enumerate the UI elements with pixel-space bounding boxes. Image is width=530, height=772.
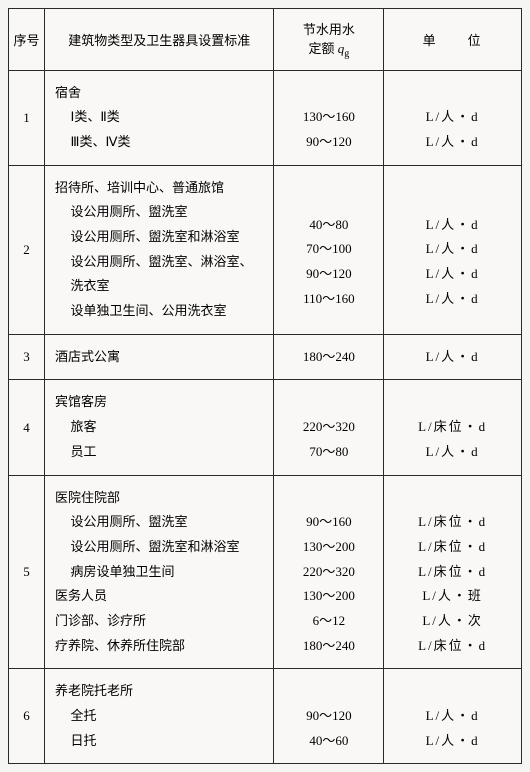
unit-line: L/人・d <box>388 345 517 370</box>
seq-cell: 3 <box>9 334 45 380</box>
val-line: 180～240 <box>278 634 379 659</box>
desc-sub: 设公用厕所、盥洗室、淋浴室、洗衣室 <box>71 250 264 299</box>
unit-line: L/床位・d <box>388 415 517 440</box>
val-line: 70～80 <box>278 440 379 465</box>
desc-tail: 疗养院、休养所住院部 <box>55 634 264 659</box>
seq-cell: 1 <box>9 70 45 165</box>
unit-cell: .L/人・dL/人・d <box>384 70 522 165</box>
unit-line: L/床位・d <box>388 560 517 585</box>
val-cell: 180～240 <box>274 334 384 380</box>
desc-sub: 员工 <box>71 440 264 465</box>
unit-line: L/人・d <box>388 704 517 729</box>
desc-sub: 设单独卫生间、公用洗衣室 <box>71 299 264 324</box>
unit-line: L/人・d <box>388 440 517 465</box>
val-cell: .90～12040～60 <box>274 669 384 764</box>
val-line: 130～160 <box>278 105 379 130</box>
header-val-line2: 定额 qg <box>278 38 379 60</box>
header-val-line1: 节水用水 <box>278 19 379 38</box>
desc-sub: 日托 <box>71 729 264 754</box>
table-row: 4宾馆客房旅客员工.220～32070～80.L/床位・dL/人・d <box>9 380 522 475</box>
val-line: 6～12 <box>278 609 379 634</box>
unit-line: L/床位・d <box>388 510 517 535</box>
desc-head: 医院住院部 <box>55 486 264 511</box>
unit-line: L/人・次 <box>388 609 517 634</box>
desc-sub: 全托 <box>71 704 264 729</box>
val-line: 90～120 <box>278 130 379 155</box>
header-val: 节水用水 定额 qg <box>274 9 384 71</box>
desc-tail: 门诊部、诊疗所 <box>55 609 264 634</box>
unit-line: L/人・d <box>388 105 517 130</box>
desc-cell: 医院住院部设公用厕所、盥洗室设公用厕所、盥洗室和淋浴室病房设单独卫生间医务人员门… <box>44 475 274 669</box>
val-line: 220～320 <box>278 415 379 440</box>
unit-line: L/人・d <box>388 213 517 238</box>
unit-line: L/人・d <box>388 729 517 754</box>
unit-line: L/人・d <box>388 237 517 262</box>
header-row: 序号 建筑物类型及卫生器具设置标准 节水用水 定额 qg 单 位 <box>9 9 522 71</box>
desc-sub: 设公用厕所、盥洗室和淋浴室 <box>71 535 264 560</box>
val-line: 130～200 <box>278 584 379 609</box>
unit-line: L/人・班 <box>388 584 517 609</box>
header-unit: 单 位 <box>384 9 522 71</box>
desc-sub: 设公用厕所、盥洗室和淋浴室 <box>71 225 264 250</box>
table-row: 1宿舍Ⅰ类、Ⅱ类Ⅲ类、Ⅳ类.130～16090～120.L/人・dL/人・d <box>9 70 522 165</box>
val-cell: .220～32070～80 <box>274 380 384 475</box>
desc-head: 养老院托老所 <box>55 679 264 704</box>
desc-tail: 医务人员 <box>55 584 264 609</box>
val-line: 90～120 <box>278 704 379 729</box>
desc-sub: 旅客 <box>71 415 264 440</box>
unit-cell: .L/床位・dL/人・d <box>384 380 522 475</box>
water-standards-table: 序号 建筑物类型及卫生器具设置标准 节水用水 定额 qg 单 位 1宿舍Ⅰ类、Ⅱ… <box>8 8 522 764</box>
desc-head: 招待所、培训中心、普通旅馆 <box>55 176 264 201</box>
desc-head: 酒店式公寓 <box>55 345 264 370</box>
val-line: 110～160 <box>278 287 379 312</box>
val-line: 40～80 <box>278 213 379 238</box>
unit-line: L/人・d <box>388 287 517 312</box>
desc-head: 宾馆客房 <box>55 390 264 415</box>
desc-sub: 设公用厕所、盥洗室 <box>71 200 264 225</box>
header-desc: 建筑物类型及卫生器具设置标准 <box>44 9 274 71</box>
table-row: 2招待所、培训中心、普通旅馆设公用厕所、盥洗室设公用厕所、盥洗室和淋浴室设公用厕… <box>9 165 522 334</box>
unit-cell: .L/人・dL/人・dL/人・dL/人・d <box>384 165 522 334</box>
val-line: 130～200 <box>278 535 379 560</box>
desc-sub: Ⅰ类、Ⅱ类 <box>71 105 264 130</box>
val-line: 90～120 <box>278 262 379 287</box>
seq-cell: 6 <box>9 669 45 764</box>
unit-cell: .L/人・dL/人・d <box>384 669 522 764</box>
desc-cell: 宾馆客房旅客员工 <box>44 380 274 475</box>
val-line: 180～240 <box>278 345 379 370</box>
desc-cell: 招待所、培训中心、普通旅馆设公用厕所、盥洗室设公用厕所、盥洗室和淋浴室设公用厕所… <box>44 165 274 334</box>
val-cell: .40～8070～10090～120110～160 <box>274 165 384 334</box>
unit-line: L/床位・d <box>388 535 517 560</box>
val-line: 90～160 <box>278 510 379 535</box>
val-line: 40～60 <box>278 729 379 754</box>
val-cell: .130～16090～120 <box>274 70 384 165</box>
unit-cell: .L/床位・dL/床位・dL/床位・dL/人・班L/人・次L/床位・d <box>384 475 522 669</box>
unit-line: L/床位・d <box>388 634 517 659</box>
table-row: 5医院住院部设公用厕所、盥洗室设公用厕所、盥洗室和淋浴室病房设单独卫生间医务人员… <box>9 475 522 669</box>
desc-cell: 养老院托老所全托日托 <box>44 669 274 764</box>
unit-line: L/人・d <box>388 262 517 287</box>
val-line: 220～320 <box>278 560 379 585</box>
seq-cell: 5 <box>9 475 45 669</box>
val-line: 70～100 <box>278 237 379 262</box>
unit-line: L/人・d <box>388 130 517 155</box>
desc-cell: 酒店式公寓 <box>44 334 274 380</box>
table-row: 6养老院托老所全托日托.90～12040～60.L/人・dL/人・d <box>9 669 522 764</box>
desc-head: 宿舍 <box>55 81 264 106</box>
seq-cell: 2 <box>9 165 45 334</box>
desc-sub: 设公用厕所、盥洗室 <box>71 510 264 535</box>
table-row: 3 酒店式公寓 180～240 L/人・d <box>9 334 522 380</box>
header-seq: 序号 <box>9 9 45 71</box>
desc-cell: 宿舍Ⅰ类、Ⅱ类Ⅲ类、Ⅳ类 <box>44 70 274 165</box>
desc-sub: 病房设单独卫生间 <box>71 560 264 585</box>
seq-cell: 4 <box>9 380 45 475</box>
unit-cell: L/人・d <box>384 334 522 380</box>
desc-sub: Ⅲ类、Ⅳ类 <box>71 130 264 155</box>
val-cell: .90～160130～200220～320130～2006～12180～240 <box>274 475 384 669</box>
